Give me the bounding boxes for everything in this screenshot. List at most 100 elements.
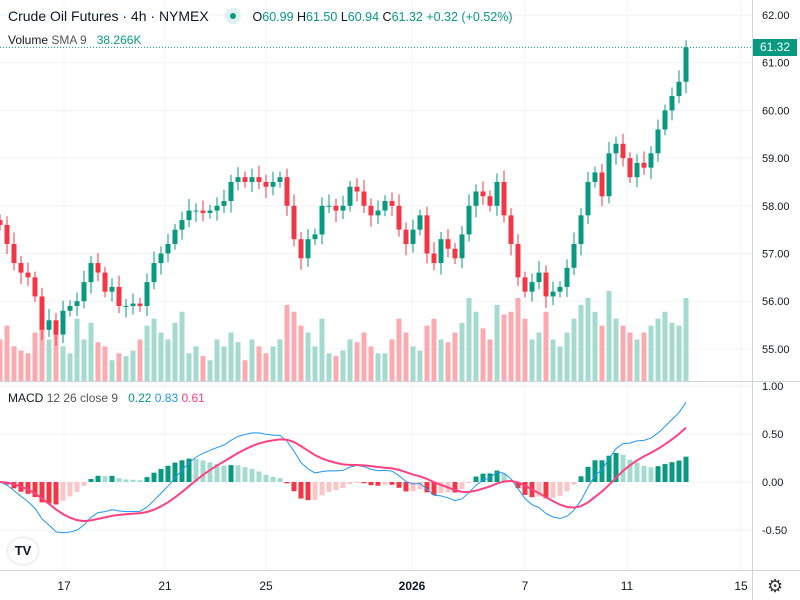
- macd-histogram-bar: [655, 466, 661, 482]
- macd-histogram-bar: [375, 482, 381, 486]
- volume-bar: [410, 346, 416, 381]
- candle-body: [676, 81, 682, 97]
- volume-bar: [662, 311, 668, 381]
- macd-histogram-bar: [557, 482, 563, 496]
- macd-histogram-bar: [473, 476, 479, 482]
- candle-body: [564, 267, 570, 287]
- macd-histogram-bar: [452, 482, 458, 493]
- macd-histogram-bar: [564, 482, 570, 492]
- macd-histogram-bar: [67, 482, 73, 497]
- volume-bar: [46, 339, 52, 381]
- candle-body: [347, 186, 353, 206]
- volume-bar: [515, 297, 521, 381]
- macd-histogram-bar: [81, 482, 87, 486]
- candle-body: [165, 243, 171, 254]
- volume-bar: [424, 325, 430, 381]
- candle-body: [200, 210, 206, 213]
- macd-histogram-bar: [676, 460, 682, 482]
- candle-body: [585, 181, 591, 216]
- settings-gear-icon[interactable]: ⚙: [767, 576, 784, 596]
- candle-body: [508, 215, 514, 244]
- macd-histogram-bar: [543, 482, 549, 499]
- candle-body: [634, 162, 640, 178]
- volume-bar: [529, 339, 535, 381]
- candle-body: [396, 205, 402, 230]
- tradingview-logo[interactable]: TV: [8, 538, 38, 564]
- volume-bar: [347, 339, 353, 381]
- candle-body: [431, 253, 437, 264]
- macd-histogram-bar: [522, 482, 528, 495]
- macd-histogram-bar: [123, 479, 129, 482]
- macd-tick-label: -0.50: [762, 525, 787, 537]
- volume-bar: [438, 339, 444, 381]
- volume-bar: [613, 318, 619, 381]
- volume-bar: [228, 332, 234, 381]
- candle-body: [256, 177, 262, 182]
- macd-histogram-bar: [683, 456, 689, 482]
- macd-histogram-bar: [648, 467, 654, 482]
- candle-body: [207, 210, 213, 213]
- volume-bar: [452, 332, 458, 381]
- candle-body: [375, 210, 381, 216]
- price-tick-label: 60.00: [762, 105, 790, 117]
- candle-body: [11, 243, 17, 264]
- volume-bar: [88, 322, 94, 381]
- macd-histogram-bar: [186, 458, 192, 482]
- macd-histogram-bar: [312, 482, 318, 500]
- candle-body: [480, 191, 486, 197]
- macd-histogram-bar: [361, 482, 367, 484]
- volume-sma-value: 38.266K: [96, 33, 142, 47]
- macd-histogram-bar: [200, 460, 206, 482]
- macd-histogram-bar: [396, 482, 402, 488]
- macd-histogram-bar: [326, 482, 332, 492]
- macd-histogram-bar: [179, 460, 185, 482]
- candle-body: [18, 263, 24, 273]
- volume-legend[interactable]: Volume SMA 9 38.266K: [8, 33, 142, 47]
- candle-body: [144, 282, 150, 306]
- volume-bar: [109, 360, 115, 381]
- macd-histogram-bar: [536, 482, 542, 497]
- volume-bar: [200, 356, 206, 381]
- price-tick-label: 59.00: [762, 153, 790, 165]
- candle-body: [438, 239, 444, 264]
- volume-bar: [466, 297, 472, 381]
- volume-bar: [634, 339, 640, 381]
- volume-bar: [368, 346, 374, 381]
- time-tick-label: 2026: [399, 579, 426, 593]
- volume-bar: [158, 332, 164, 381]
- macd-histogram-bar: [144, 477, 150, 482]
- macd-histogram-bar: [109, 475, 115, 482]
- time-tick-label: 15: [734, 579, 748, 593]
- macd-histogram-bar: [235, 465, 241, 482]
- price-tick-label: 62.00: [762, 10, 790, 22]
- symbol-title[interactable]: Crude Oil Futures · 4h · NYMEX: [8, 8, 209, 24]
- candle-body: [669, 96, 675, 111]
- volume-bar: [0, 339, 3, 381]
- candle-body: [361, 191, 367, 206]
- macd-histogram-bar: [193, 458, 199, 482]
- candle-body: [627, 158, 633, 178]
- candle-body: [459, 234, 465, 259]
- volume-bar: [403, 332, 409, 381]
- macd-histogram-bar: [340, 482, 346, 489]
- candle-body: [32, 277, 38, 297]
- macd-histogram-bar: [466, 482, 472, 483]
- candle-body: [578, 215, 584, 244]
- candle-body: [249, 177, 255, 182]
- volume-bar: [445, 342, 451, 381]
- volume-bar: [81, 339, 87, 381]
- volume-bar: [480, 328, 486, 381]
- volume-bar: [676, 325, 682, 381]
- volume-bar: [123, 356, 129, 381]
- macd-histogram-bar: [25, 482, 31, 494]
- macd-histogram-bar: [158, 468, 164, 482]
- candle-body: [242, 177, 248, 182]
- volume-bar: [319, 318, 325, 381]
- macd-tick-label: 0.50: [762, 429, 783, 441]
- volume-bar: [137, 339, 143, 381]
- candle-body: [235, 177, 241, 182]
- signal-value: 0.61: [181, 391, 205, 405]
- macd-histogram-bar: [207, 462, 213, 482]
- macd-legend[interactable]: MACD 12 26 close 9 0.22 0.83 0.61: [8, 391, 205, 405]
